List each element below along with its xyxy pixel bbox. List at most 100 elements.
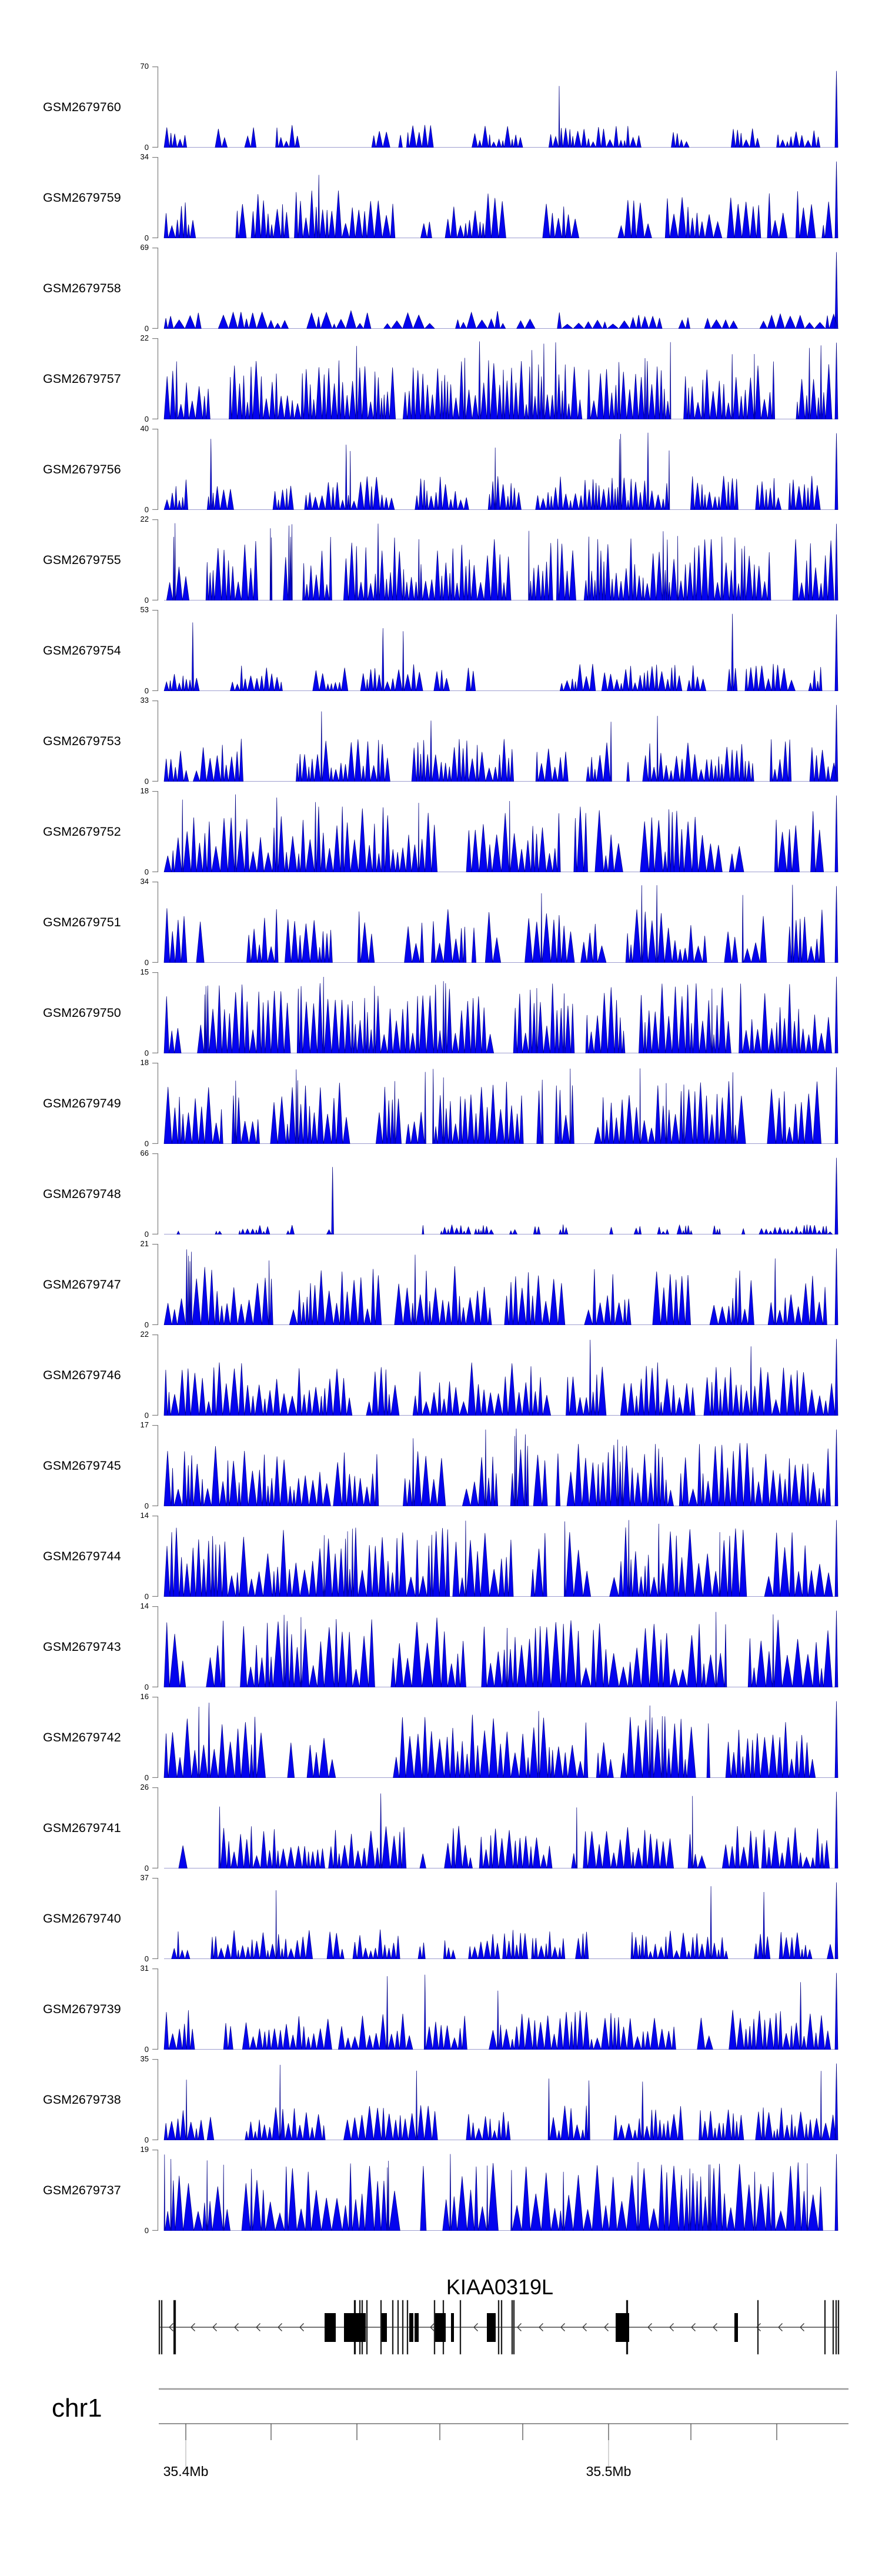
track-ymax-label: 18 — [140, 1058, 149, 1067]
coding-exon-box — [435, 2313, 446, 2342]
strand-arrow-left-icon — [756, 2323, 761, 2331]
track-label: GSM2679758 — [43, 281, 121, 295]
track-ymax-label: 22 — [140, 1330, 149, 1339]
exon-mark — [824, 2300, 826, 2355]
coverage-track — [152, 1697, 838, 1778]
track-label: GSM2679751 — [43, 915, 121, 929]
track-ymax-label: 26 — [140, 1783, 149, 1791]
track-ymax-label: 70 — [140, 62, 149, 71]
track-ymax-label: 66 — [140, 1149, 149, 1157]
signal-area — [164, 523, 838, 600]
coverage-track — [152, 610, 838, 691]
track-ymax-label: 69 — [140, 243, 149, 252]
coverage-track — [152, 519, 838, 600]
track-ymin-label: 0 — [144, 1864, 149, 1873]
coding-exon-box — [451, 2313, 454, 2342]
coverage-track — [152, 1334, 838, 1416]
track-label: GSM2679740 — [43, 1911, 121, 1926]
track-ymin-label: 0 — [144, 686, 149, 695]
coverage-track — [152, 882, 838, 963]
signal-area — [163, 2154, 838, 2231]
track-label: GSM2679746 — [43, 1368, 121, 1382]
exon-mark — [459, 2300, 462, 2355]
axis-position-label: 35.5Mb — [586, 2464, 632, 2479]
track-ymax-label: 18 — [140, 786, 149, 795]
track-ymin-label: 0 — [144, 2226, 149, 2235]
coding-exon-box — [325, 2313, 336, 2342]
exon-mark — [835, 2300, 837, 2355]
coverage-track — [152, 791, 838, 872]
coverage-track — [152, 2059, 838, 2140]
track-ymin-label: 0 — [144, 415, 149, 423]
track-ymax-label: 34 — [140, 877, 149, 886]
signal-area — [163, 161, 838, 238]
strand-arrow-left-icon — [234, 2323, 239, 2331]
signal-area — [163, 71, 838, 148]
exon-mark — [511, 2300, 513, 2355]
signal-area — [163, 1067, 838, 1144]
track-ymax-label: 22 — [140, 515, 149, 523]
exon-mark — [406, 2300, 409, 2355]
signal-area — [163, 613, 838, 691]
strand-arrow-left-icon — [430, 2323, 435, 2331]
coverage-track — [152, 248, 838, 329]
exon-mark — [497, 2300, 500, 2355]
exon-mark — [366, 2300, 368, 2355]
track-ymax-label: 31 — [140, 1964, 149, 1973]
strand-arrow-left-icon — [191, 2323, 195, 2331]
track-label: GSM2679753 — [43, 734, 121, 748]
coverage-track — [152, 1516, 838, 1597]
signal-area — [163, 432, 838, 510]
signal-area — [164, 1157, 838, 1234]
strand-arrow-left-icon — [169, 2323, 173, 2331]
coverage-track — [152, 1968, 838, 2050]
exon-mark — [500, 2300, 503, 2355]
exon-mark — [832, 2300, 834, 2355]
coverage-track — [152, 338, 838, 419]
exon-mark — [837, 2300, 840, 2355]
strand-arrow-left-icon — [473, 2323, 478, 2331]
genome-axis-track — [159, 2388, 848, 2468]
strand-arrow-left-icon — [778, 2323, 783, 2331]
track-label: GSM2679743 — [43, 1640, 121, 1654]
signal-area — [163, 1520, 838, 1597]
gene-name-label: KIAA0319L — [446, 2275, 554, 2299]
track-label: GSM2679739 — [43, 2002, 121, 2016]
track-ymin-label: 0 — [144, 1501, 149, 1510]
coverage-track — [152, 66, 838, 148]
track-ymax-label: 21 — [140, 1239, 149, 1248]
coverage-track — [152, 2150, 838, 2231]
track-ymax-label: 35 — [140, 2054, 149, 2063]
coding-exon-box — [616, 2313, 629, 2342]
exon-mark — [173, 2300, 176, 2355]
coverage-track — [152, 700, 838, 782]
track-ymin-label: 0 — [144, 777, 149, 786]
coding-exon-box — [344, 2313, 366, 2342]
strand-arrow-left-icon — [539, 2323, 543, 2331]
coverage-track — [152, 1787, 838, 1868]
coverage-track — [152, 1425, 838, 1506]
track-ymin-label: 0 — [144, 1773, 149, 1782]
strand-arrow-left-icon — [647, 2323, 652, 2331]
signal-area — [163, 1701, 838, 1778]
coding-exon-box — [415, 2313, 419, 2342]
track-label: GSM2679759 — [43, 191, 121, 205]
track-ymin-label: 0 — [144, 1411, 149, 1420]
coverage-track — [152, 1878, 838, 1959]
track-label: GSM2679757 — [43, 372, 121, 386]
track-ymax-label: 16 — [140, 1692, 149, 1701]
signal-area — [163, 794, 838, 872]
signal-area — [163, 1429, 838, 1506]
exon-mark — [513, 2300, 515, 2355]
chromosome-label: chr1 — [52, 2394, 102, 2422]
track-ymin-label: 0 — [144, 324, 149, 333]
strand-arrow-left-icon — [278, 2323, 282, 2331]
track-ymin-label: 0 — [144, 958, 149, 967]
signal-area — [163, 341, 838, 419]
track-ymax-label: 19 — [140, 2145, 149, 2154]
coverage-track — [152, 1063, 838, 1144]
coverage-track — [152, 1244, 838, 1325]
axis-position-label: 35.4Mb — [163, 2464, 209, 2479]
strand-arrow-left-icon — [691, 2323, 696, 2331]
